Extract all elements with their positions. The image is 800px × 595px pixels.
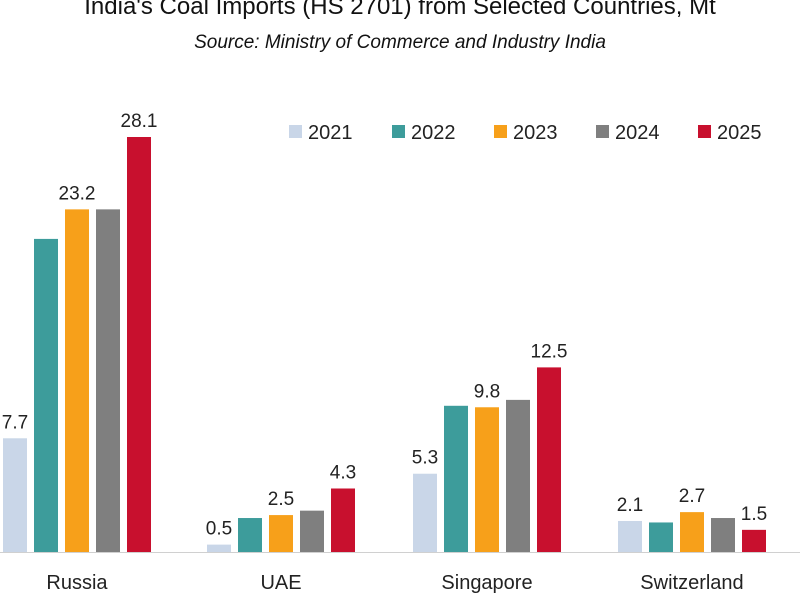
legend-swatch-2021	[289, 125, 302, 138]
bar-switzerland-2022	[649, 522, 673, 552]
legend-label-2022: 2022	[411, 122, 456, 144]
bar-russia-2024	[96, 209, 120, 552]
chart-subtitle: Source: Ministry of Commerce and Industr…	[194, 32, 606, 53]
chart-title: India's Coal Imports (HS 2701) from Sele…	[84, 0, 716, 20]
bar-switzerland-2021	[618, 520, 642, 552]
bar-russia-2021	[3, 438, 27, 552]
data-label-russia-2023: 23.2	[59, 183, 96, 204]
legend-label-2023: 2023	[513, 122, 558, 144]
bar-switzerland-2024	[711, 518, 735, 552]
data-label-switzerland-2023: 2.7	[679, 486, 705, 507]
data-label-russia-2021: 7.7	[2, 412, 28, 433]
bar-russia-2023	[65, 209, 89, 552]
data-label-singapore-2021: 5.3	[412, 448, 438, 469]
bar-singapore-2025	[537, 367, 561, 552]
legend-label-2025: 2025	[717, 122, 762, 144]
legend-swatch-2023	[494, 125, 507, 138]
bar-russia-2022	[34, 238, 58, 552]
bar-uae-2023	[269, 515, 293, 552]
bar-uae-2021	[207, 544, 231, 552]
bar-switzerland-2025	[742, 529, 766, 552]
bar-singapore-2021	[413, 473, 437, 552]
bar-singapore-2024	[506, 399, 530, 552]
x-tick-label-singapore: Singapore	[441, 572, 532, 594]
data-label-uae-2023: 2.5	[268, 489, 294, 510]
bar-singapore-2023	[475, 407, 499, 552]
bar-russia-2025	[127, 137, 151, 552]
bar-uae-2025	[331, 488, 355, 552]
x-tick-label-uae: UAE	[260, 572, 301, 594]
bar-switzerland-2023	[680, 512, 704, 552]
data-label-uae-2025: 4.3	[330, 462, 356, 483]
data-label-singapore-2025: 12.5	[531, 341, 568, 362]
data-label-switzerland-2025: 1.5	[741, 504, 767, 525]
data-label-singapore-2023: 9.8	[474, 381, 500, 402]
bar-uae-2022	[238, 518, 262, 552]
x-tick-label-switzerland: Switzerland	[640, 572, 743, 594]
data-label-uae-2021: 0.5	[206, 519, 232, 540]
legend-swatch-2025	[698, 125, 711, 138]
x-tick-label-russia: Russia	[46, 572, 108, 594]
data-label-switzerland-2021: 2.1	[617, 495, 643, 516]
bar-singapore-2022	[444, 405, 468, 552]
legend-label-2021: 2021	[308, 122, 353, 144]
legend-swatch-2024	[596, 125, 609, 138]
legend-swatch-2022	[392, 125, 405, 138]
bar-uae-2024	[300, 510, 324, 552]
legend-label-2024: 2024	[615, 122, 660, 144]
data-label-russia-2025: 28.1	[121, 111, 158, 132]
